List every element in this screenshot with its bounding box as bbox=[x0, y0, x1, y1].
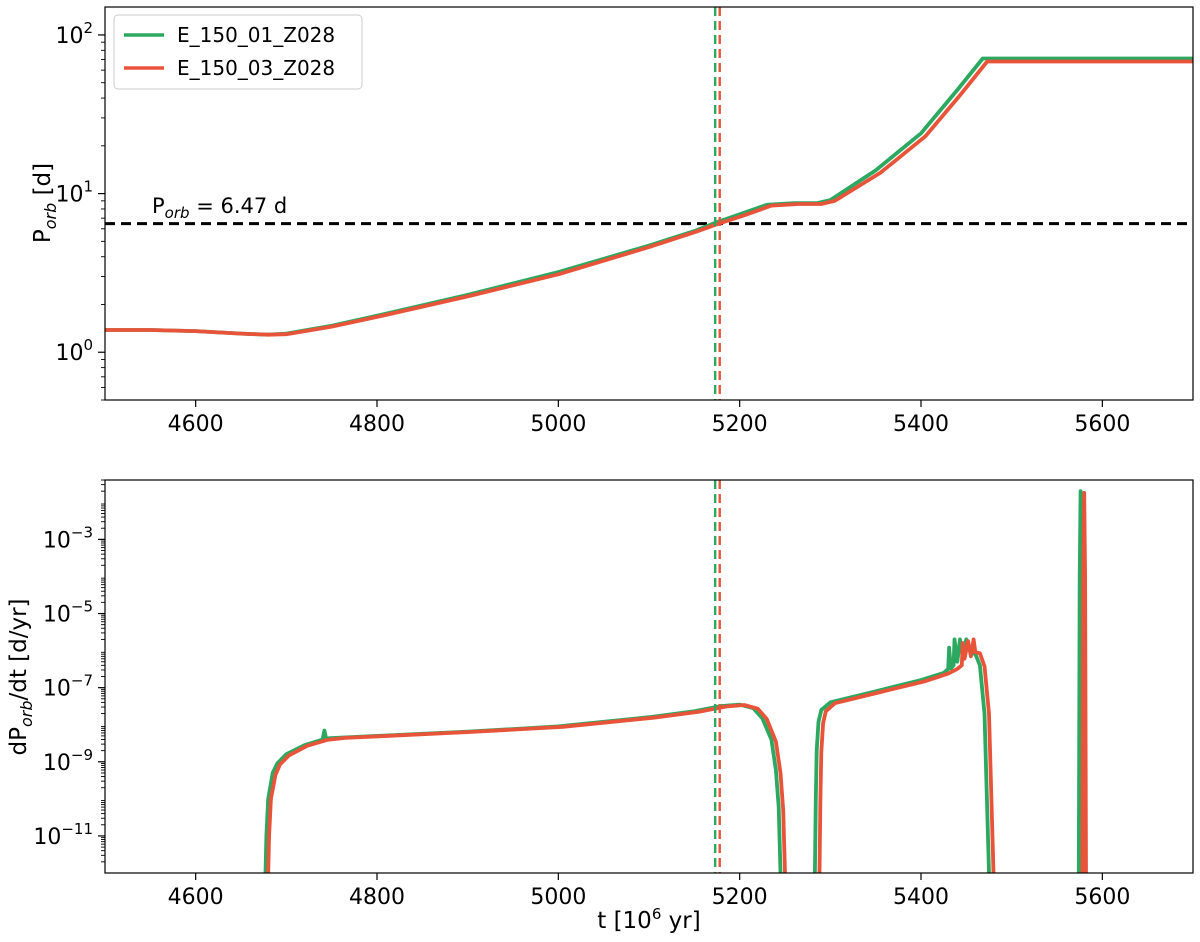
series-line-1 bbox=[813, 637, 991, 873]
bottom-plot-area bbox=[263, 480, 1088, 873]
x-tick-label: 4800 bbox=[349, 412, 405, 437]
x-tick-label: 5000 bbox=[530, 412, 586, 437]
top-panel: 4600 4800 5000 5200 5400 5600 100 101 102 Porb … bbox=[30, 6, 1194, 437]
bottom-panel: 4600 4800 5000 5200 5400 5600 10−1110−910−710… bbox=[6, 479, 1194, 934]
x-tick-label: 4600 bbox=[168, 885, 224, 910]
legend-box bbox=[113, 14, 363, 90]
x-tick-label: 4600 bbox=[168, 412, 224, 437]
top-y-ticks: 100 101 102 bbox=[55, 19, 105, 401]
top-x-ticks: 4600 4800 5000 5200 5400 5600 bbox=[168, 400, 1130, 437]
top-axes-frame bbox=[104, 6, 1194, 401]
series-line-2 bbox=[817, 637, 996, 873]
x-tick-label: 5200 bbox=[712, 412, 768, 437]
x-tick-label: 5400 bbox=[893, 885, 949, 910]
bottom-y-axis-label: dPorb/dt [d/yr] bbox=[6, 598, 36, 755]
y-tick-label: 10−11 bbox=[33, 820, 93, 850]
legend-label-series1: E_150_01_Z028 bbox=[177, 23, 335, 47]
y-tick-label: 10−9 bbox=[43, 746, 93, 776]
hline-label: Porb = 6.47 d bbox=[152, 194, 287, 222]
series-line-2 bbox=[266, 703, 787, 873]
bottom-vertical-markers bbox=[713, 480, 721, 873]
x-tick-label: 4800 bbox=[349, 885, 405, 910]
x-tick-label: 5600 bbox=[1074, 412, 1130, 437]
y-tick-label: 100 bbox=[55, 336, 93, 366]
y-tick-label: 101 bbox=[55, 178, 93, 208]
y-tick-label: 10−5 bbox=[43, 598, 93, 628]
top-vertical-markers bbox=[713, 7, 721, 400]
y-tick-label: 10−7 bbox=[43, 672, 93, 702]
top-y-axis-label: Porb [d] bbox=[30, 163, 60, 243]
y-tick-label: 10−3 bbox=[43, 523, 93, 553]
series-line-2 bbox=[1080, 490, 1088, 873]
bottom-y-ticks: 10−11 10−9 10−7 10−5 10−3 bbox=[33, 479, 105, 863]
y-tick-label: 102 bbox=[55, 19, 93, 49]
x-tick-label: 5200 bbox=[712, 885, 768, 910]
x-tick-label: 5000 bbox=[530, 885, 586, 910]
legend-label-series2: E_150_03_Z028 bbox=[177, 56, 335, 80]
top-plot-area bbox=[105, 7, 1193, 400]
bottom-series-lines bbox=[263, 489, 1088, 873]
x-axis-label: t [106 yr] bbox=[597, 905, 700, 934]
legend: E_150_01_Z028 E_150_03_Z028 bbox=[113, 14, 363, 90]
bottom-x-ticks: 4600 4800 5000 5200 5400 5600 bbox=[168, 873, 1130, 910]
x-tick-label: 5400 bbox=[893, 412, 949, 437]
x-tick-label: 5600 bbox=[1074, 885, 1130, 910]
